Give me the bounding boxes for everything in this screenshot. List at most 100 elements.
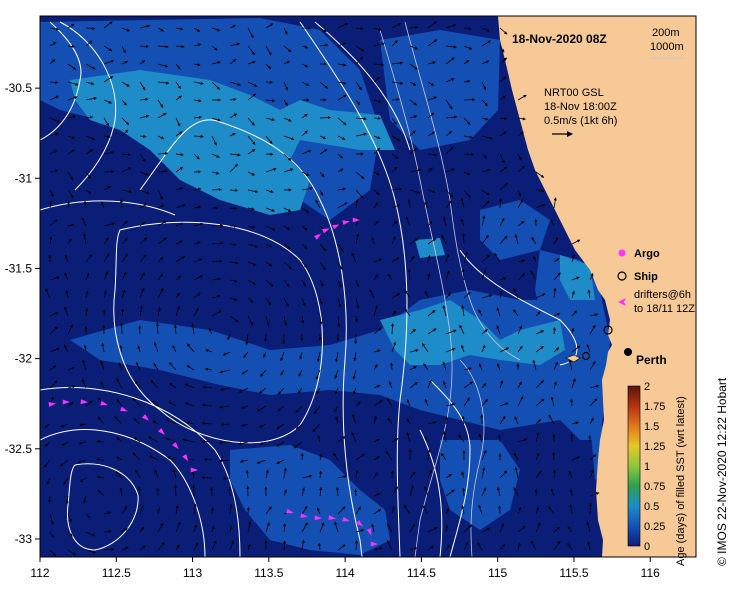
current-vector <box>211 45 218 51</box>
current-vector <box>481 60 490 65</box>
current-vector <box>553 272 561 281</box>
current-vector <box>85 63 96 70</box>
current-vector <box>373 171 380 176</box>
current-vector <box>351 431 357 443</box>
current-vector <box>481 135 493 140</box>
current-vector <box>67 385 76 389</box>
current-vector <box>193 115 203 119</box>
current-vector <box>135 469 141 479</box>
current-vector <box>258 423 267 428</box>
current-vector <box>282 540 287 551</box>
current-vector <box>386 397 393 407</box>
current-vector <box>337 279 342 288</box>
current-vector <box>67 513 72 523</box>
current-vector <box>353 387 357 395</box>
isobath-label-200m: 200m <box>652 27 680 39</box>
current-vector <box>85 400 93 407</box>
current-vector <box>157 220 167 227</box>
current-vector <box>391 166 398 173</box>
current-vector <box>373 147 381 155</box>
current-vector <box>445 524 449 533</box>
current-vector <box>43 459 51 468</box>
current-vector <box>229 153 241 157</box>
current-vector <box>157 204 165 209</box>
current-vector <box>139 97 149 101</box>
current-vector <box>535 330 545 335</box>
current-vector <box>301 487 305 497</box>
current-vector <box>247 45 255 56</box>
current-vector <box>61 441 69 446</box>
current-vector <box>139 60 146 65</box>
current-vector <box>245 333 249 346</box>
current-vector <box>409 189 421 194</box>
current-vector <box>319 279 324 287</box>
current-vector <box>77 459 87 464</box>
current-vector <box>49 59 56 65</box>
current-vector <box>154 469 159 479</box>
current-vector <box>139 114 150 119</box>
current-vector <box>67 402 74 407</box>
current-vector <box>175 95 182 101</box>
current-vector <box>535 380 544 389</box>
current-vector <box>66 200 71 209</box>
current-vector <box>103 76 114 83</box>
current-vector <box>63 477 69 485</box>
current-vector <box>85 290 89 299</box>
current-vector <box>499 402 509 407</box>
current-vector <box>337 243 344 252</box>
current-vector <box>139 153 146 163</box>
current-vector <box>355 171 365 179</box>
current-vector <box>67 23 75 29</box>
current-vector <box>222 351 231 356</box>
current-vector <box>157 189 163 200</box>
current-vector <box>49 95 59 101</box>
current-vector <box>335 416 339 425</box>
current-vector <box>121 99 127 106</box>
current-vector <box>67 81 79 86</box>
current-vector <box>247 520 252 533</box>
current-vector <box>211 310 222 317</box>
current-vector <box>301 261 308 269</box>
current-vector <box>386 540 393 551</box>
current-vector <box>355 279 360 288</box>
current-vector <box>46 477 51 485</box>
current-vector <box>265 45 272 56</box>
current-vector <box>550 488 555 497</box>
current-vector <box>445 402 456 407</box>
current-vector <box>422 505 429 515</box>
colorbar-tick: 0 <box>644 541 650 553</box>
current-vector <box>445 24 457 29</box>
current-vector <box>49 132 59 137</box>
current-vector <box>67 96 78 101</box>
argo-symbol <box>618 249 626 257</box>
current-vector <box>406 431 411 443</box>
current-vector <box>157 507 161 515</box>
x-tick-label: 115.5 <box>559 566 588 580</box>
current-vector <box>115 471 123 479</box>
current-vector <box>337 261 343 270</box>
current-vector <box>265 469 269 479</box>
current-vector <box>265 261 273 267</box>
symbol-legend: Argo Ship drifters@6h to 18/11 12Z <box>617 248 695 315</box>
current-vector <box>276 459 285 464</box>
current-vector <box>169 383 177 389</box>
colorbar-tick: 1.75 <box>644 401 665 413</box>
current-vector <box>319 189 324 196</box>
colorbar: 2 1.75 1.5 1.25 1 0.75 0.5 0.25 0 Age (d… <box>627 381 687 566</box>
current-vector <box>337 42 346 47</box>
current-vector <box>103 59 115 65</box>
current-vector <box>49 531 54 538</box>
current-vector <box>175 81 181 90</box>
current-vector <box>49 347 60 353</box>
current-vector <box>116 437 123 443</box>
current-vector <box>409 99 418 106</box>
current-vector <box>283 81 288 91</box>
current-vector <box>445 489 455 497</box>
current-vector <box>85 171 92 179</box>
current-vector <box>337 506 346 515</box>
current-vector <box>135 361 141 371</box>
current-vector <box>373 135 381 140</box>
current-vector <box>514 234 519 245</box>
city-label-perth: Perth <box>636 353 667 367</box>
current-vector <box>442 381 447 389</box>
